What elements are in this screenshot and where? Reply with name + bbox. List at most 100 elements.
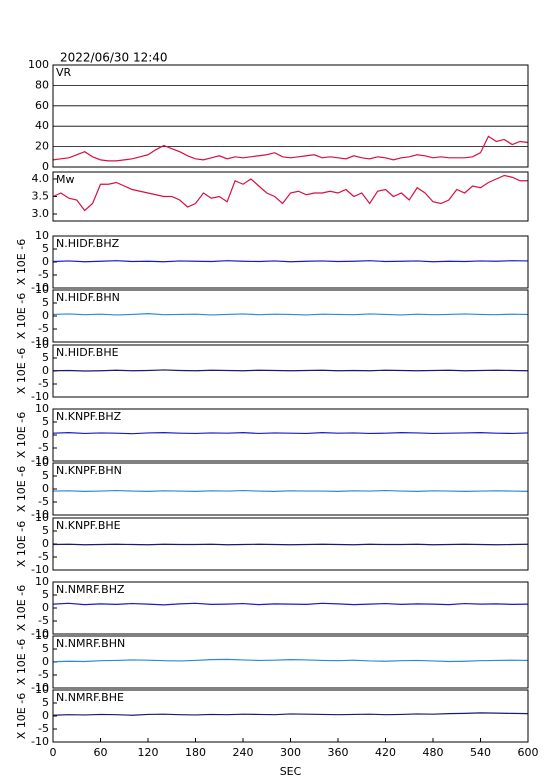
x-tick-label: 300 xyxy=(280,746,301,759)
y-tick-label: 0 xyxy=(42,309,49,322)
y-tick-label: 10 xyxy=(35,229,49,242)
x-tick-label: 180 xyxy=(185,746,206,759)
y-tick-label: -5 xyxy=(38,268,49,281)
panel-label: N.HIDF.BHZ xyxy=(56,237,120,250)
y-tick-label: 5 xyxy=(42,696,49,709)
y-axis-label: X 10E -6 xyxy=(15,293,28,339)
x-tick-label: 360 xyxy=(328,746,349,759)
y-tick-label: -5 xyxy=(38,495,49,508)
y-tick-label: -10 xyxy=(31,335,49,348)
data-line xyxy=(52,602,529,606)
y-tick-label: 10 xyxy=(35,629,49,642)
y-tick-label: 3.0 xyxy=(32,207,50,220)
y-tick-label: 10 xyxy=(35,456,49,469)
x-tick-label: 480 xyxy=(423,746,444,759)
y-tick-label: 0 xyxy=(42,482,49,495)
y-tick-label: -5 xyxy=(38,377,49,390)
y-tick-label: -10 xyxy=(31,681,49,694)
panel-label: N.NMRF.BHE xyxy=(56,691,124,704)
panel-frame xyxy=(52,64,529,168)
y-tick-label: 0 xyxy=(42,160,49,173)
panel-frame xyxy=(52,581,529,635)
panel-frame xyxy=(52,344,529,398)
data-line xyxy=(52,369,529,372)
y-tick-label: 80 xyxy=(35,78,49,91)
x-tick-label: 60 xyxy=(94,746,108,759)
panel-frame xyxy=(52,462,529,516)
y-tick-label: 5 xyxy=(42,469,49,482)
y-tick-label: 3.5 xyxy=(32,190,50,203)
y-tick-label: -5 xyxy=(38,722,49,735)
y-tick-label: -10 xyxy=(31,735,49,748)
y-tick-label: -5 xyxy=(38,441,49,454)
panel-label: N.KNPF.BHN xyxy=(56,464,122,477)
y-tick-label: -5 xyxy=(38,322,49,335)
data-line xyxy=(52,489,529,492)
x-tick-label: 240 xyxy=(233,746,254,759)
y-axis-label: X 10E -6 xyxy=(15,348,28,394)
y-tick-label: -10 xyxy=(31,281,49,294)
y-tick-label: 0 xyxy=(42,255,49,268)
y-tick-label: 4.0 xyxy=(32,172,50,185)
panel-label: N.NMRF.BHZ xyxy=(56,583,125,596)
data-line xyxy=(52,712,529,716)
panel-label: VR xyxy=(56,66,72,79)
y-tick-label: -5 xyxy=(38,614,49,627)
y-tick-label: 10 xyxy=(35,683,49,696)
data-line xyxy=(52,658,529,663)
y-tick-label: 10 xyxy=(35,283,49,296)
y-tick-label: 10 xyxy=(35,402,49,415)
y-tick-label: -10 xyxy=(31,454,49,467)
y-tick-label: 10 xyxy=(35,575,49,588)
y-axis-label: X 10E -6 xyxy=(15,585,28,631)
y-tick-label: 0 xyxy=(42,364,49,377)
y-tick-label: 60 xyxy=(35,99,49,112)
y-tick-label: -5 xyxy=(38,668,49,681)
y-tick-label: 0 xyxy=(42,537,49,550)
y-tick-label: 5 xyxy=(42,296,49,309)
data-line xyxy=(52,135,529,162)
data-line xyxy=(52,543,529,546)
panel-frame xyxy=(52,635,529,689)
y-tick-label: -10 xyxy=(31,627,49,640)
chart-title: 2022/06/30 12:40 xyxy=(60,51,168,65)
y-axis-label: X 10E -6 xyxy=(15,412,28,458)
y-tick-label: 0 xyxy=(42,428,49,441)
panel-label: N.KNPF.BHE xyxy=(56,519,121,532)
y-tick-label: 5 xyxy=(42,524,49,537)
y-tick-label: 5 xyxy=(42,242,49,255)
panel-frame xyxy=(52,689,529,743)
y-tick-label: -10 xyxy=(31,563,49,576)
panel-frame xyxy=(52,235,529,289)
x-tick-label: 420 xyxy=(375,746,396,759)
x-tick-label: 0 xyxy=(50,746,57,759)
y-tick-label: 10 xyxy=(35,338,49,351)
y-tick-label: 10 xyxy=(35,511,49,524)
panel-frame xyxy=(52,289,529,343)
panel-label: N.HIDF.BHN xyxy=(56,291,120,304)
y-tick-label: -10 xyxy=(31,390,49,403)
y-tick-label: 100 xyxy=(28,58,49,71)
y-axis-label: X 10E -6 xyxy=(15,521,28,567)
panel-label: N.KNPF.BHZ xyxy=(56,410,122,423)
y-tick-label: -10 xyxy=(31,508,49,521)
y-tick-label: 20 xyxy=(35,140,49,153)
y-axis-label: X 10E -6 xyxy=(15,693,28,739)
y-axis-label: X 10E -6 xyxy=(15,639,28,685)
panel-frame xyxy=(52,171,529,222)
y-tick-label: -5 xyxy=(38,550,49,563)
x-tick-label: 120 xyxy=(138,746,159,759)
y-tick-label: 5 xyxy=(42,351,49,364)
panel-label: N.NMRF.BHN xyxy=(56,637,125,650)
data-line xyxy=(52,313,529,316)
data-line xyxy=(52,174,528,212)
y-axis-label: X 10E -6 xyxy=(15,239,28,285)
panel-frame xyxy=(52,517,529,571)
panel-label: N.HIDF.BHE xyxy=(56,346,119,359)
y-tick-label: 0 xyxy=(42,709,49,722)
panel-frame xyxy=(52,408,529,462)
y-axis-label: X 10E -6 xyxy=(15,466,28,512)
y-tick-label: 40 xyxy=(35,119,49,132)
y-tick-label: 5 xyxy=(42,415,49,428)
